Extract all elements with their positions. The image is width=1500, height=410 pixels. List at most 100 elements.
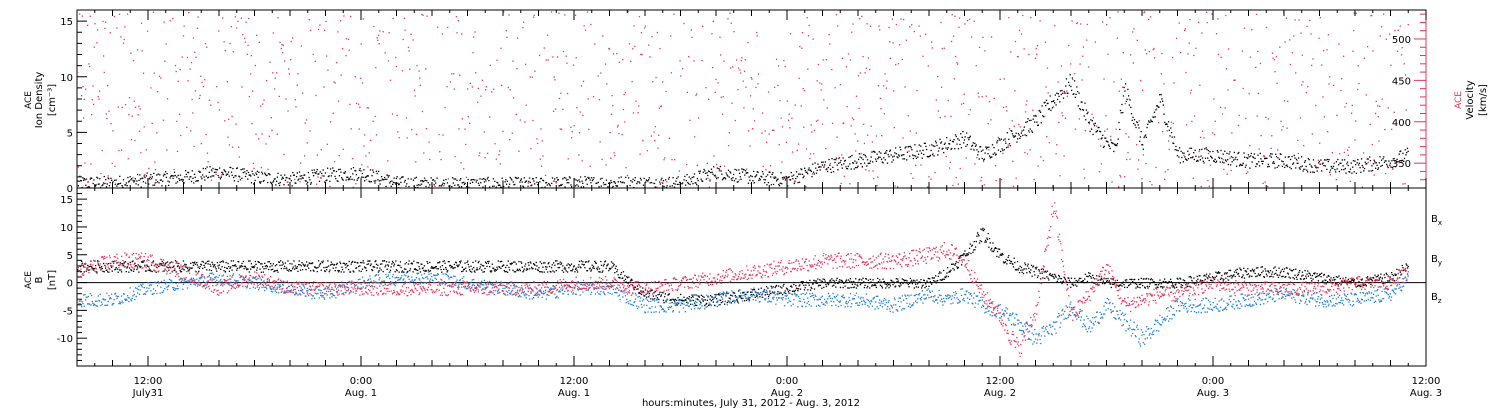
bx-point xyxy=(192,264,195,266)
bx-point xyxy=(770,285,772,287)
bx-point xyxy=(421,267,424,270)
velocity-point xyxy=(583,25,585,27)
velocity-point xyxy=(741,57,743,59)
bx-point xyxy=(845,279,848,281)
velocity-point xyxy=(144,173,146,176)
velocity-point xyxy=(408,50,410,52)
density-point xyxy=(561,183,563,186)
bx-point xyxy=(1030,264,1033,267)
bx-point xyxy=(1034,274,1036,276)
bx-point xyxy=(335,263,338,266)
density-point xyxy=(112,181,114,183)
velocity-point xyxy=(231,115,233,118)
density-point xyxy=(882,162,884,164)
density-point xyxy=(719,165,721,168)
bx-point xyxy=(1031,275,1033,277)
density-point xyxy=(1364,161,1366,163)
density-point xyxy=(320,177,322,179)
density-point xyxy=(777,178,779,180)
density-point xyxy=(284,179,287,181)
bx-point xyxy=(96,260,99,262)
bx-point xyxy=(764,294,766,296)
velocity-point xyxy=(156,132,158,134)
density-ylabel-line3: [cm⁻³] xyxy=(47,84,58,116)
velocity-point xyxy=(155,182,157,184)
density-point xyxy=(253,183,255,185)
velocity-point xyxy=(1057,81,1059,83)
velocity-point xyxy=(1237,124,1240,127)
bx-point xyxy=(901,281,903,284)
velocity-point xyxy=(1046,67,1049,69)
velocity-point xyxy=(368,152,370,154)
bx-point xyxy=(190,267,193,269)
density-point xyxy=(512,181,514,183)
velocity-point xyxy=(877,176,879,178)
bx-point xyxy=(533,263,535,266)
bx-point xyxy=(255,263,257,265)
velocity-point xyxy=(1214,120,1216,122)
velocity-point xyxy=(261,133,263,135)
density-point xyxy=(1363,170,1365,172)
velocity-point xyxy=(90,113,93,116)
bx-point xyxy=(717,293,720,295)
density-point xyxy=(1346,161,1349,163)
velocity-point xyxy=(963,93,965,95)
bx-point xyxy=(382,270,384,273)
velocity-point xyxy=(132,59,135,62)
bx-point xyxy=(330,261,332,263)
velocity-point xyxy=(235,123,237,125)
bx-point xyxy=(873,284,875,287)
density-point xyxy=(1222,153,1224,155)
bx-point xyxy=(681,302,683,305)
bx-point xyxy=(1039,272,1041,274)
velocity-point xyxy=(77,71,79,74)
density-point xyxy=(1116,144,1118,147)
bx-point xyxy=(821,287,823,289)
bx-point xyxy=(313,266,316,268)
bx-point xyxy=(233,265,235,267)
bx-point xyxy=(913,279,915,281)
density-point xyxy=(756,171,758,173)
velocity-point xyxy=(501,84,503,87)
bx-point xyxy=(1100,279,1102,281)
bx-point xyxy=(554,260,557,262)
bx-point xyxy=(310,262,312,265)
bx-point xyxy=(236,269,238,271)
density-point xyxy=(429,184,431,186)
bx-point xyxy=(319,263,321,266)
velocity-point xyxy=(696,93,698,95)
density-point xyxy=(681,183,683,185)
density-point xyxy=(143,175,145,177)
velocity-point xyxy=(749,95,752,97)
bx-point xyxy=(920,278,922,281)
density-point xyxy=(515,177,517,179)
bx-point xyxy=(447,260,450,263)
bx-point xyxy=(626,276,628,278)
bx-point xyxy=(373,266,375,268)
bx-point xyxy=(538,271,541,273)
velocity-point xyxy=(377,34,380,36)
bx-point xyxy=(859,278,861,280)
bx-point xyxy=(746,291,748,293)
density-point xyxy=(878,151,881,153)
bx-point xyxy=(292,266,294,268)
velocity-point xyxy=(183,25,185,27)
density-point xyxy=(248,174,250,176)
density-point xyxy=(1165,123,1167,125)
velocity-point xyxy=(1404,183,1406,185)
velocity-point xyxy=(911,24,913,26)
velocity-point xyxy=(686,91,689,94)
velocity-point xyxy=(952,184,954,187)
bx-point xyxy=(147,269,149,271)
density-point xyxy=(1315,167,1318,169)
bx-point xyxy=(706,299,708,302)
velocity-point xyxy=(1115,128,1117,130)
velocity-point xyxy=(1120,176,1122,178)
velocity-point xyxy=(757,83,759,85)
velocity-point xyxy=(315,183,318,185)
density-point xyxy=(587,176,589,179)
velocity-point xyxy=(202,85,205,88)
bx-point xyxy=(624,275,626,277)
velocity-point xyxy=(780,117,782,119)
velocity-point xyxy=(1193,54,1195,57)
